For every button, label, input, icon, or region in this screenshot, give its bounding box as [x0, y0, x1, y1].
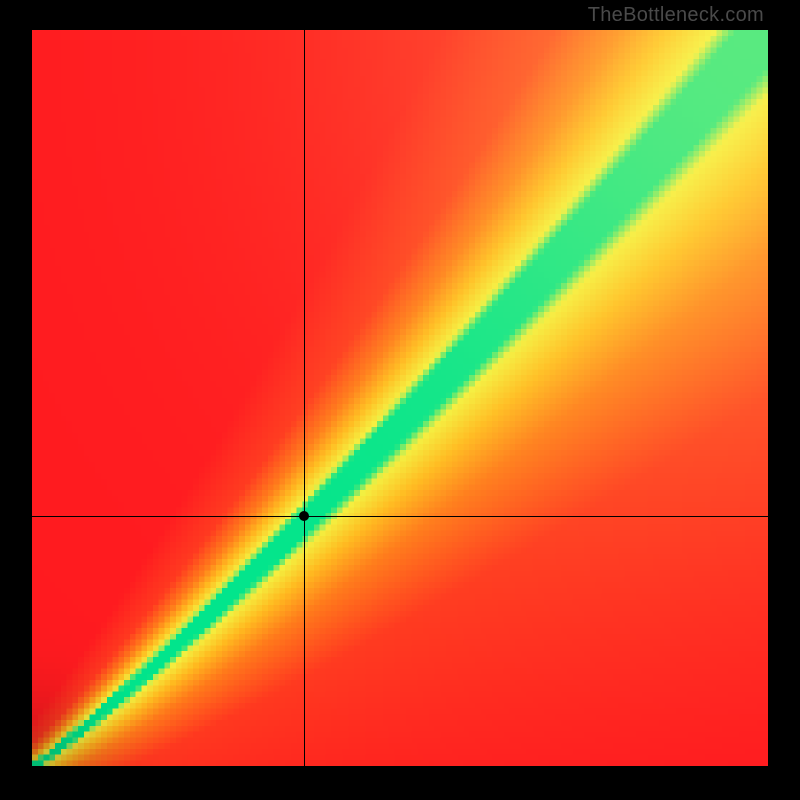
- bottleneck-heatmap: [32, 30, 768, 766]
- watermark: TheBottleneck.com: [588, 4, 764, 27]
- crosshair-horizontal: [32, 516, 768, 517]
- crosshair-marker: [299, 511, 309, 521]
- crosshair-vertical: [304, 30, 305, 766]
- heatmap-canvas: [32, 30, 768, 766]
